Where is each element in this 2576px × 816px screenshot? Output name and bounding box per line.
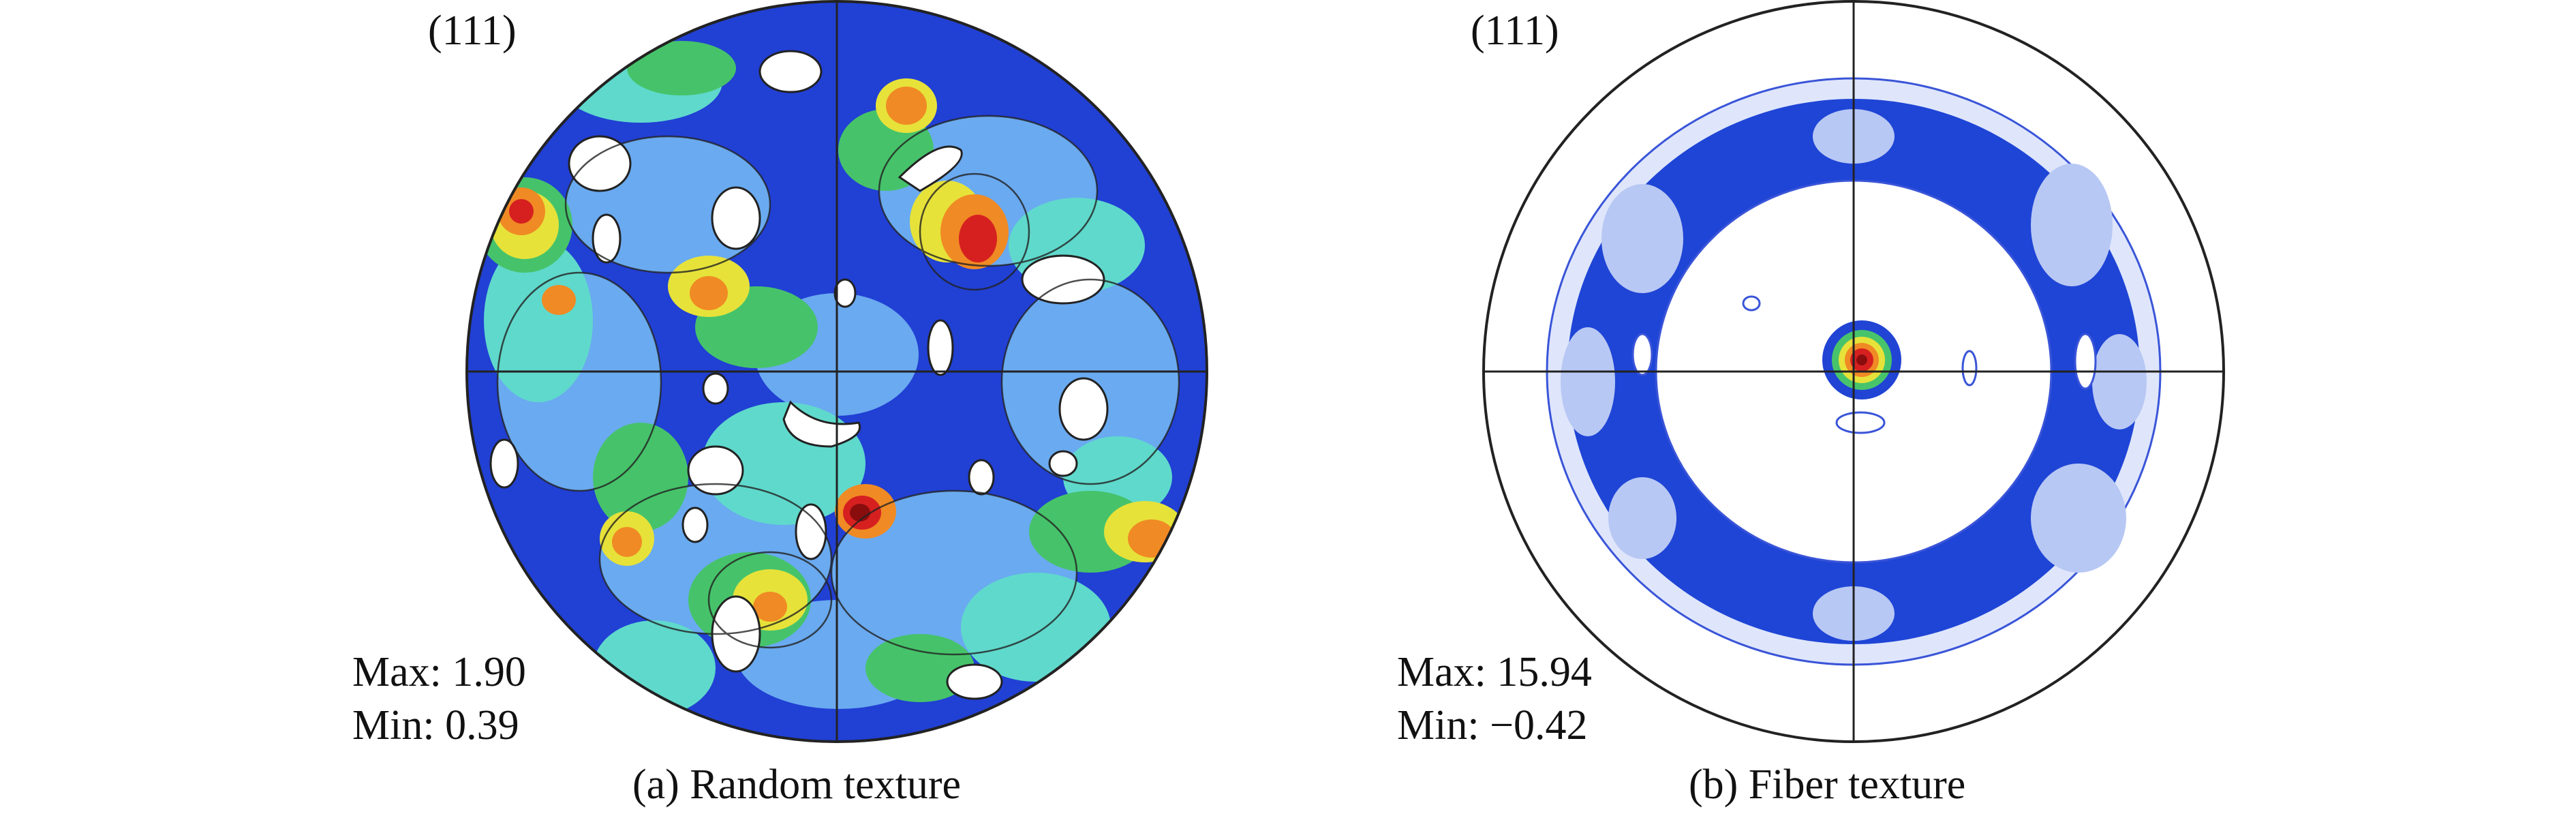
panel-fiber-texture: (111): [1288, 0, 2576, 816]
plane-label: (111): [428, 7, 517, 54]
plane-label: (111): [1471, 7, 1559, 54]
caption: (b) Fiber texture: [1689, 761, 1966, 808]
max-value: Max: 1.90: [352, 649, 526, 695]
pole-figure-outline: [1482, 0, 2225, 743]
pole-figure-fiber: [1482, 0, 2225, 743]
pole-figure-random: [465, 0, 1208, 743]
max-value: Max: 15.94: [1397, 649, 1592, 695]
min-value: Min: 0.39: [352, 702, 519, 749]
min-value: Min: −0.42: [1397, 702, 1588, 749]
caption: (a) Random texture: [632, 761, 962, 808]
panel-random-texture: (111): [352, 0, 1208, 808]
pole-figure-outline: [465, 0, 1208, 743]
